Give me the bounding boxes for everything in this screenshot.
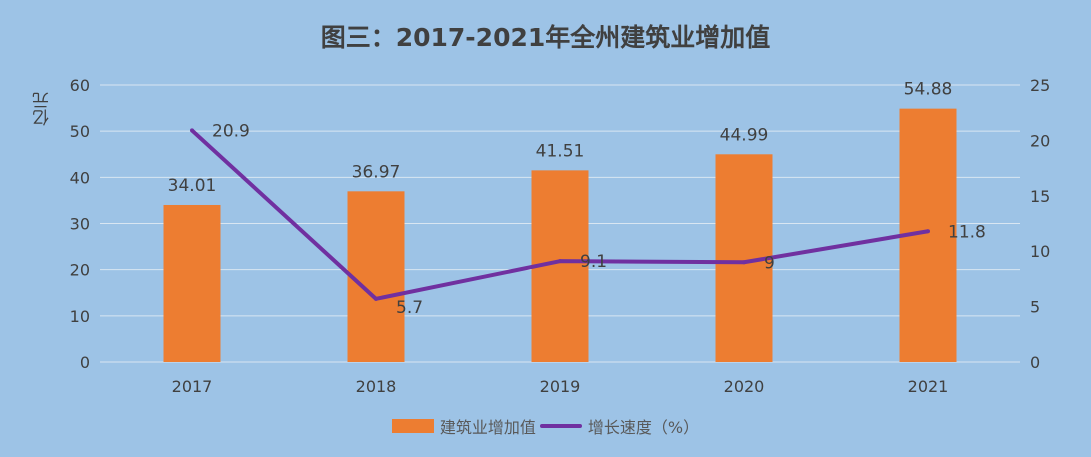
bar-data-label: 54.88 [904, 80, 953, 100]
line-point [558, 259, 562, 264]
y-tick-label: 20 [70, 261, 90, 280]
bar-data-label: 34.01 [168, 176, 217, 196]
line-data-label: 9 [764, 253, 775, 273]
line-point [190, 128, 194, 133]
x-tick-label: 2020 [724, 377, 765, 396]
line-data-label: 5.7 [396, 298, 423, 318]
legend-line-swatch [539, 424, 582, 428]
legend-bar-swatch [391, 419, 434, 433]
y-tick-label: 0 [80, 353, 90, 372]
line-data-label: 20.9 [212, 121, 250, 141]
line-point [926, 229, 930, 234]
y-tick-label: 30 [70, 215, 90, 234]
legend-bar-label: 建筑业增加值 [439, 418, 536, 437]
y-tick-label: 50 [70, 122, 90, 141]
x-tick-label: 2019 [540, 377, 581, 396]
chart-title: 图三：2017-2021年全州建筑业增加值 [320, 23, 771, 52]
x-tick-label: 2018 [356, 377, 397, 396]
line-data-label: 11.8 [948, 222, 986, 242]
legend: 建筑业增加值 增长速度（%） [0, 414, 1091, 438]
y2-tick-label: 20 [1030, 131, 1050, 150]
line-point [742, 260, 746, 265]
y2-tick-label: 0 [1030, 353, 1040, 372]
x-tick-label: 2017 [172, 377, 213, 396]
x-tick-label: 2021 [908, 377, 949, 396]
y2-tick-label: 15 [1030, 187, 1050, 206]
line-data-label: 9.1 [580, 252, 607, 272]
legend-line-label: 增长速度（%） [587, 418, 700, 437]
y2-tick-label: 10 [1030, 242, 1050, 261]
bar-data-label: 41.51 [536, 141, 585, 161]
line-point [374, 296, 378, 301]
bar-data-label: 36.97 [352, 162, 401, 182]
y-tick-label: 60 [70, 76, 90, 95]
y2-tick-label: 25 [1030, 76, 1050, 95]
bar [347, 191, 405, 362]
y-tick-label: 40 [70, 168, 90, 187]
bar [163, 204, 221, 362]
bar-data-label: 44.99 [720, 125, 769, 145]
y2-tick-label: 5 [1030, 298, 1040, 317]
y-tick-label: 10 [70, 307, 90, 326]
